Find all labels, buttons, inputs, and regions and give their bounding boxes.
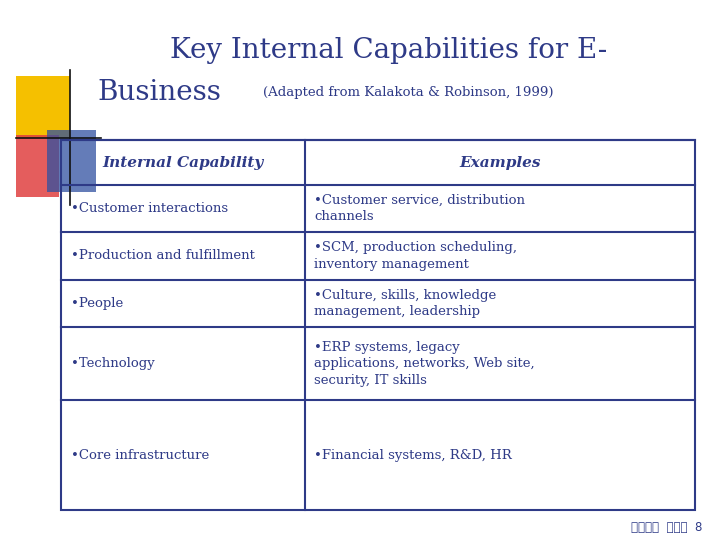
- Text: •SCM, production scheduling,
inventory management: •SCM, production scheduling, inventory m…: [315, 241, 518, 271]
- Bar: [16, 135, 59, 197]
- Text: Examples: Examples: [459, 156, 541, 170]
- Bar: [16, 76, 70, 138]
- Text: 網路行銷  楊子青  8: 網路行銷 楊子青 8: [631, 521, 702, 534]
- Text: Business: Business: [97, 79, 221, 106]
- Text: Key Internal Capabilities for E-: Key Internal Capabilities for E-: [170, 37, 608, 64]
- Text: •Customer service, distribution
channels: •Customer service, distribution channels: [315, 194, 526, 223]
- Text: •People: •People: [71, 297, 123, 310]
- Text: •Technology: •Technology: [71, 357, 154, 370]
- Text: •Customer interactions: •Customer interactions: [71, 202, 228, 215]
- Text: •Core infrastructure: •Core infrastructure: [71, 449, 209, 462]
- Bar: [47, 130, 96, 192]
- Text: Internal Capability: Internal Capability: [102, 156, 264, 170]
- Text: •Production and fulfillment: •Production and fulfillment: [71, 249, 254, 262]
- Text: (Adapted from Kalakota & Robinson, 1999): (Adapted from Kalakota & Robinson, 1999): [263, 86, 553, 99]
- Text: •Culture, skills, knowledge
management, leadership: •Culture, skills, knowledge management, …: [315, 289, 497, 318]
- Text: •ERP systems, legacy
applications, networks, Web site,
security, IT skills: •ERP systems, legacy applications, netwo…: [315, 341, 535, 387]
- Bar: [61, 140, 695, 510]
- Text: •Financial systems, R&D, HR: •Financial systems, R&D, HR: [315, 449, 512, 462]
